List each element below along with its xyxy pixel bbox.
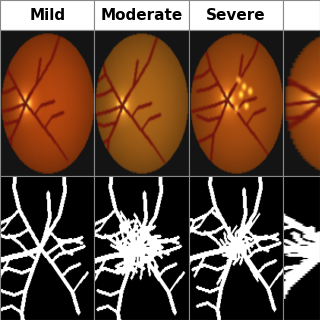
Text: Severe: Severe [206, 8, 266, 23]
Text: Moderate: Moderate [100, 8, 183, 23]
Text: Mild: Mild [29, 8, 65, 23]
